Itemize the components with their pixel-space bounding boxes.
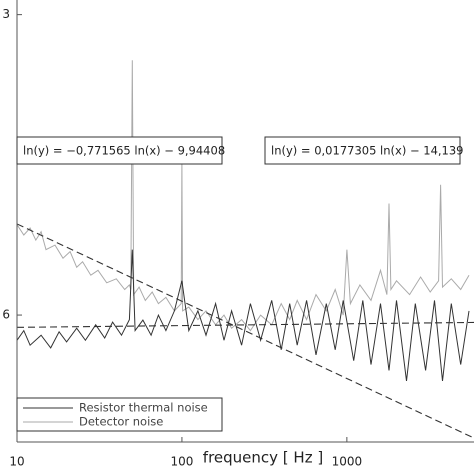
annotation: ln(y) = 0,0177305 ln(x) − 14,139 xyxy=(271,144,464,158)
annotation-box xyxy=(264,136,461,165)
data-line xyxy=(17,249,470,381)
plot-area xyxy=(17,60,474,439)
legend-box xyxy=(16,397,223,432)
fit-line xyxy=(17,223,474,439)
legend-label: Detector noise xyxy=(79,415,163,429)
legend-label: Resistor thermal noise xyxy=(79,401,208,415)
x-tick-label: 1000 xyxy=(332,455,363,469)
x-axis-title: frequency [ Hz ] xyxy=(203,449,323,467)
x-tick-label: 100 xyxy=(170,455,193,469)
annotation-box xyxy=(16,136,223,165)
x-tick-label: 10 xyxy=(9,455,24,469)
y-tick-label: 3 xyxy=(2,7,10,21)
fit-line xyxy=(17,321,474,328)
y-tick-label: 6 xyxy=(2,308,10,322)
data-line xyxy=(17,60,470,332)
annotation: ln(y) = −0,771565 ln(x) − 9,94408 xyxy=(23,144,225,158)
